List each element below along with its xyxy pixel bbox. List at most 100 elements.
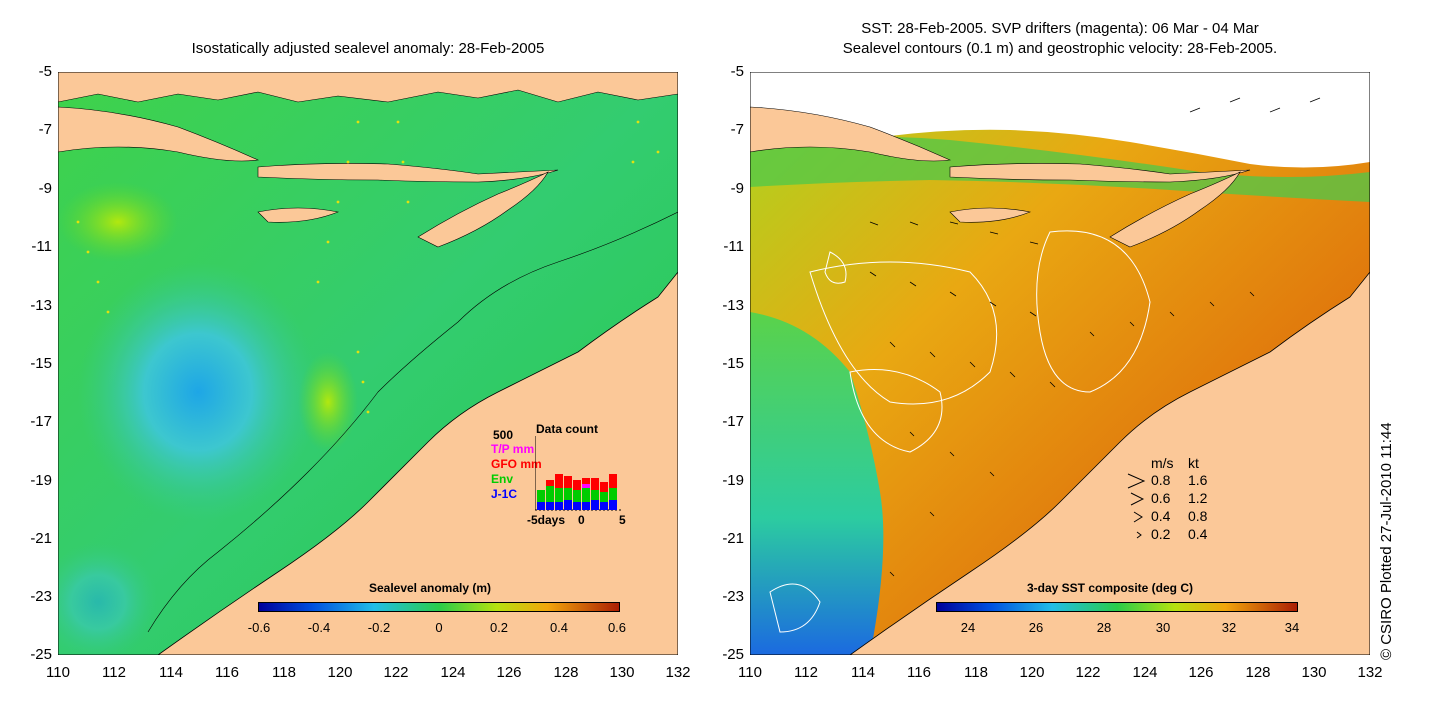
anomaly-low-south <box>58 542 158 655</box>
x-tick: 116 <box>215 664 239 681</box>
cbar-tick: 24 <box>960 620 976 635</box>
geostrophic-velocity-arrows <box>869 97 1321 577</box>
x-tick: 118 <box>964 664 988 681</box>
cbar-tick: -0.2 <box>367 620 391 635</box>
cloud-mask-north <box>750 72 1370 168</box>
altimeter-tracks <box>76 120 660 414</box>
cbar-tick: 0.4 <box>549 620 569 635</box>
right-colorbar-title: 3-day SST composite (deg C) <box>1026 581 1194 595</box>
timor-island <box>417 171 549 248</box>
cbar-tick: -0.4 <box>307 620 331 635</box>
x-tick: 124 <box>1132 664 1158 681</box>
anomaly-low-centre <box>78 262 318 522</box>
y-tick: -13 <box>30 297 52 314</box>
sst-cool-water-west <box>750 312 884 655</box>
y-tick: -23 <box>722 588 744 605</box>
australia-land <box>157 271 678 655</box>
velocity-row-ms: 0.4 <box>1151 508 1171 524</box>
nusa-tenggara-r <box>949 163 1251 183</box>
x-tick: 126 <box>1188 664 1214 681</box>
y-tick: -23 <box>30 588 52 605</box>
velocity-row-ms: 0.6 <box>1151 490 1171 506</box>
sealevel-anomaly-map <box>58 72 678 655</box>
dc-x-label-days: -5days <box>527 513 566 527</box>
velocity-header-kt: kt <box>1188 455 1199 471</box>
y-tick: -15 <box>30 355 52 372</box>
y-tick: -15 <box>722 355 744 372</box>
y-tick: -25 <box>30 646 52 663</box>
cbar-tick: 26 <box>1028 620 1044 635</box>
velocity-row-ms: 0.2 <box>1151 526 1171 542</box>
right-map-title-line1: SST: 28-Feb-2005. SVP drifters (magenta)… <box>861 20 1259 37</box>
y-tick: -5 <box>730 63 744 80</box>
y-tick: -5 <box>38 63 52 80</box>
cbar-tick: 34 <box>1284 620 1300 635</box>
sumba-island-r <box>949 207 1032 223</box>
y-tick: -9 <box>38 180 52 197</box>
java-island <box>58 106 260 162</box>
velocity-row-kt: 0.8 <box>1188 508 1208 524</box>
y-tick: -13 <box>722 297 744 314</box>
velocity-row-kt: 1.2 <box>1188 490 1208 506</box>
x-tick: 130 <box>1301 664 1327 681</box>
y-tick: -9 <box>730 180 744 197</box>
right-map-title-line2: Sealevel contours (0.1 m) and geostrophi… <box>842 40 1278 57</box>
nusa-tenggara <box>257 163 559 183</box>
left-colorbar-title: Sealevel anomaly (m) <box>368 581 492 595</box>
anomaly-high-west <box>58 182 178 262</box>
australia-land-r <box>849 271 1370 655</box>
cbar-tick: 0.6 <box>607 620 627 635</box>
data-count-max: 500 <box>493 428 514 442</box>
x-tick: 128 <box>553 664 579 681</box>
x-tick: 110 <box>738 664 762 681</box>
x-tick: 116 <box>907 664 931 681</box>
x-tick: 110 <box>46 664 70 681</box>
anomaly-high-mid <box>298 352 358 452</box>
y-tick: -19 <box>30 472 52 489</box>
java-island-r <box>750 106 952 162</box>
sst-map <box>750 72 1370 655</box>
indonesia-land <box>58 72 678 103</box>
cbar-tick: 0 <box>435 620 443 635</box>
timor-island-r <box>1109 171 1241 248</box>
cbar-tick: 0.2 <box>489 620 509 635</box>
x-tick: 122 <box>1075 664 1101 681</box>
series-env: Env <box>491 472 514 486</box>
series-j1c: J-1C <box>491 487 518 501</box>
data-count-bars <box>535 436 623 511</box>
x-tick: 114 <box>851 664 875 681</box>
x-tick: 112 <box>102 664 126 681</box>
left-map-title: Isostatically adjusted sealevel anomaly:… <box>191 40 545 57</box>
series-gfo: GFO mm <box>491 457 542 471</box>
data-count-title: Data count <box>536 422 599 436</box>
y-tick: -17 <box>722 413 744 430</box>
x-tick: 118 <box>272 664 296 681</box>
y-tick: -25 <box>722 646 744 663</box>
cbar-tick: -0.6 <box>247 620 271 635</box>
x-tick: 120 <box>327 664 353 681</box>
sumba-island <box>257 207 340 223</box>
series-tp: T/P mm <box>491 442 535 456</box>
y-tick: -7 <box>730 121 744 138</box>
y-tick: -11 <box>723 238 744 255</box>
dc-x-label-zero: 0 <box>578 513 585 527</box>
left-colorbar <box>258 602 620 612</box>
velocity-header-ms: m/s <box>1151 455 1174 471</box>
dc-x-label-five: 5 <box>619 513 626 527</box>
x-tick: 126 <box>496 664 522 681</box>
velocity-row-kt: 1.6 <box>1188 472 1208 488</box>
y-tick: -11 <box>31 238 52 255</box>
y-tick: -17 <box>30 413 52 430</box>
x-tick: 128 <box>1245 664 1271 681</box>
x-tick: 132 <box>665 664 691 681</box>
shelf-contour <box>147 211 678 633</box>
x-tick: 130 <box>609 664 635 681</box>
x-tick: 124 <box>440 664 466 681</box>
y-tick: -7 <box>38 121 52 138</box>
sealevel-contours <box>769 230 1151 633</box>
x-tick: 114 <box>159 664 183 681</box>
cbar-tick: 28 <box>1096 620 1112 635</box>
x-tick: 120 <box>1019 664 1045 681</box>
cbar-tick: 32 <box>1221 620 1237 635</box>
velocity-arrow-icons <box>1127 473 1146 539</box>
